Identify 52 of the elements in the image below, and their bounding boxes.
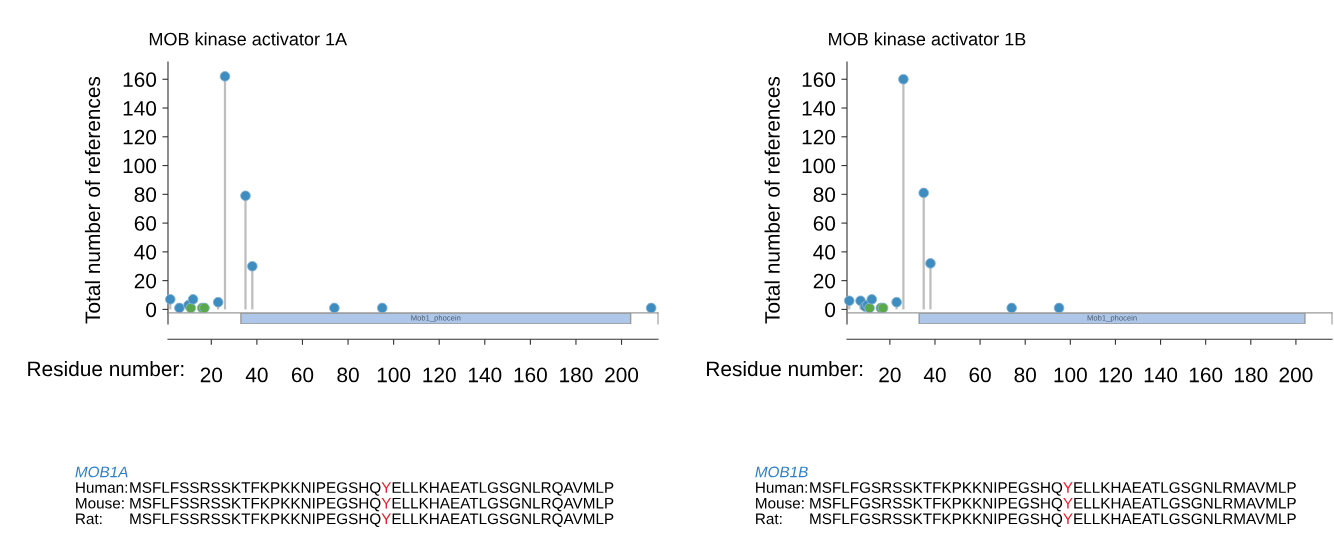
y-tick-label: 20 — [134, 273, 157, 289]
x-tick-label: 140 — [1144, 367, 1178, 383]
text: Human: MSFLFSSRSSKTFKPKKNIPEGSHQYELLKHAEATLGSGNLRQAVMLP — [76, 482, 614, 496]
text: Mouse: MSFLFGSRSSKTFKPKKNIPEGSHQYELLKHAEATLGSGNLRMAVMLP — [756, 497, 1296, 512]
x-tick-label: 140 — [469, 367, 502, 383]
y-tick-label: 0 — [825, 302, 836, 318]
x-tick-label: 60 — [969, 367, 991, 383]
text: MOB1B — [755, 466, 808, 478]
text: Mouse: MSFLFSSRSSKTFKPKKNIPEGSHQYELLKHAEATLGSGNLRQAVMLP — [76, 497, 614, 512]
chart-title: MOB kinase activator 1B — [829, 32, 1026, 46]
y-tick-label: 100 — [123, 158, 157, 174]
y-tick-label: 160 — [802, 72, 836, 88]
x-tick-label: 60 — [291, 367, 314, 383]
y-tick-label: 140 — [802, 101, 836, 116]
y-axis-title: Total number of references — [84, 76, 101, 324]
text: Rat: MSFLFSSRSSKTFKPKKNIPEGSHQYELLKHAEATLGSGNLRQAVMLP — [76, 513, 614, 527]
y-tick-label: 160 — [123, 72, 157, 88]
y-tick-label: 100 — [802, 158, 836, 174]
x-axis-title: Residue number: — [707, 360, 863, 377]
y-tick-label: 140 — [123, 101, 157, 116]
text: MOB1A — [75, 466, 128, 478]
x-tick-label: 100 — [377, 367, 411, 383]
x-tick-label: 180 — [1235, 367, 1268, 383]
x-axis-title: Residue number: — [28, 360, 184, 377]
y-tick-label: 80 — [134, 187, 157, 203]
x-tick-label: 80 — [1014, 367, 1036, 383]
x-tick-label: 160 — [1189, 367, 1223, 383]
y-tick-label: 80 — [813, 187, 836, 203]
text: Rat: MSFLFGSRSSKTFKPKKNIPEGSHQYELLKHAEATLGSGNLRMAVMLP — [756, 513, 1296, 527]
y-tick-label: 40 — [134, 244, 157, 260]
x-tick-label: 200 — [605, 367, 639, 383]
y-axis-title: Total number of references — [764, 76, 780, 324]
x-tick-label: 40 — [923, 367, 946, 383]
text: Human: MSFLFGSRSSKTFKPKKNIPEGSHQYELLKHAEATLGSGNLRMAVMLP — [756, 482, 1296, 496]
x-tick-label: 20 — [879, 367, 901, 383]
chart-title: MOB kinase activator 1A — [149, 32, 348, 46]
y-tick-label: 120 — [123, 129, 157, 145]
x-tick-label: 20 — [200, 367, 223, 383]
x-tick-label: 120 — [1099, 367, 1133, 383]
y-tick-label: 0 — [146, 302, 157, 318]
x-tick-label: 120 — [423, 367, 456, 383]
y-tick-label: 40 — [813, 244, 836, 260]
y-tick-label: 60 — [134, 216, 157, 231]
x-tick-label: 200 — [1279, 367, 1313, 383]
y-tick-label: 60 — [813, 216, 836, 231]
x-tick-label: 40 — [245, 367, 268, 383]
y-tick-label: 120 — [802, 129, 836, 145]
x-tick-label: 80 — [337, 367, 359, 383]
x-tick-label: 160 — [514, 367, 547, 383]
x-tick-label: 180 — [560, 367, 593, 383]
x-tick-label: 100 — [1054, 367, 1087, 383]
y-tick-label: 20 — [813, 273, 836, 289]
